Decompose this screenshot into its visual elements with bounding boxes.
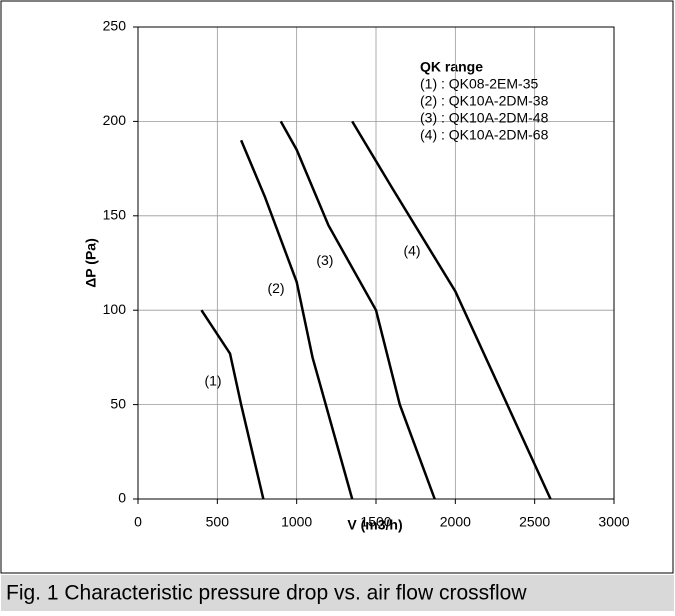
x-tick-label: 2500 [519,514,550,530]
y-tick-label: 100 [103,301,127,317]
caption-bar [1,575,674,611]
y-tick-label: 200 [103,112,127,128]
y-tick-label: 50 [110,395,126,411]
x-tick-label: 0 [134,514,142,530]
legend-entry: (3) : QK10A-2DM-48 [420,110,549,126]
curve-label: (4) [403,242,420,258]
legend-entry: (1) : QK08-2EM-35 [420,76,538,92]
x-tick-label: 1500 [360,514,391,530]
x-tick-label: 500 [206,514,230,530]
series-line [351,120,552,500]
series-line [239,139,354,500]
frame [0,0,674,574]
curve-label: (1) [204,373,221,389]
y-tick-label: 250 [103,18,127,34]
y-tick-label: 150 [103,207,127,223]
caption: Fig. 1 Characteristic pressure drop vs. … [6,582,527,605]
series-line [279,120,436,500]
legend-entry: (2) : QK10A-2DM-38 [420,93,549,109]
legend-title: QK range [420,59,483,75]
x-tick-label: 1000 [281,514,312,530]
plot-border [137,26,615,500]
y-axis-label: ΔP (Pa) [83,238,99,288]
y-tick-label: 0 [118,490,126,506]
x-axis-label: V (m3/h) [347,517,402,533]
legend-entry: (4) : QK10A-2DM-68 [420,127,549,143]
curve-label: (2) [267,280,284,296]
curve-label: (3) [316,252,333,268]
x-tick-label: 3000 [598,514,629,530]
series-line [200,309,265,500]
x-tick-label: 2000 [440,514,471,530]
